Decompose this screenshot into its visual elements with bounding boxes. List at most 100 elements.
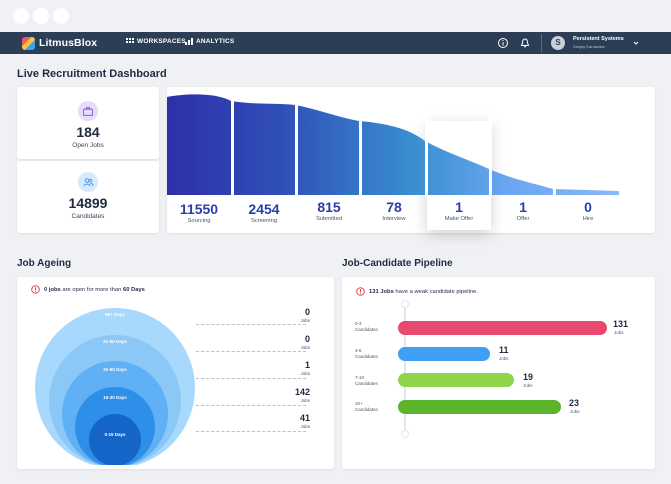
app-header: LitmusBlox WORKSPACES ANALYTICS S Persis… (0, 32, 671, 54)
range-value: 0-3 (355, 321, 362, 326)
pipeline-bar-4-6[interactable] (398, 347, 490, 361)
org-name[interactable]: Persistent Systems (573, 36, 624, 42)
funnel-submitted-value: 815 (317, 199, 341, 215)
range-label: Candidates (355, 381, 378, 386)
brand-logo[interactable]: LitmusBlox (22, 36, 97, 50)
pipeline-range-4-6: 4-6 Candidates (355, 348, 378, 360)
window-dot-minimize[interactable] (33, 8, 49, 24)
avatar[interactable]: S (551, 36, 565, 50)
pipeline-unit: Jobs (570, 409, 580, 414)
job-ageing-alert: 0 jobs are open for more than 60 Days (31, 285, 145, 294)
ageing-unit: Jobs (300, 371, 310, 376)
pipeline-bar-7-10[interactable] (398, 373, 514, 387)
funnel-offer-label: Offer (516, 216, 530, 222)
candidates-icon-badge (78, 172, 98, 192)
ageing-unit: Jobs (300, 424, 310, 429)
ring-label-16-30: 16-30 Days (103, 395, 127, 400)
header-divider (541, 34, 542, 52)
pipeline-unit: Jobs (499, 356, 509, 361)
chevron-down-icon[interactable] (633, 40, 639, 46)
funnel-sourcing-value: 11550 (179, 201, 219, 217)
ageing-unit: Jobs (300, 398, 310, 403)
range-label: Candidates (355, 327, 378, 332)
axis-top-knob (401, 300, 409, 308)
range-value: 7-10 (355, 375, 365, 380)
nav-workspaces[interactable]: WORKSPACES (126, 38, 186, 45)
bell-icon[interactable] (519, 37, 531, 49)
funnel-offer-value: 1 (519, 199, 527, 215)
pipeline-alert: 131 Jobs have a weak candidate pipeline. (356, 287, 478, 296)
funnel-submitted-label: Submitted (315, 216, 343, 222)
warning-icon (31, 285, 40, 294)
funnel-screening-label: Screening (250, 218, 278, 224)
ageing-unit: Jobs (300, 318, 310, 323)
funnel-make-offer-value: 1 (455, 199, 463, 215)
pipeline-alert-count: 131 Jobs (369, 288, 394, 295)
range-label: Candidates (355, 407, 378, 412)
ring-label-31-60: 31-60 Days (103, 367, 127, 372)
alert-days: 60 Days (122, 286, 145, 293)
pipeline-bar-10plus[interactable] (398, 400, 561, 414)
leader-line (196, 351, 306, 352)
funnel-divider (489, 87, 492, 197)
pipeline-alert-text: have a weak candidate pipeline. (393, 288, 478, 295)
funnel-screening-value: 2454 (248, 201, 280, 217)
brand-name: LitmusBlox (39, 37, 98, 49)
briefcase-icon (83, 106, 93, 116)
funnel-chart (167, 87, 619, 197)
pipeline-range-0-3: 0-3 Candidates (355, 321, 378, 333)
job-ageing-title: Job Ageing (17, 258, 72, 269)
pipeline-range-7-10: 7-10 Candidates (355, 375, 378, 387)
funnel-interview-label: Interview (382, 216, 406, 222)
ring-label-90plus: 90+ Days (105, 312, 125, 317)
funnel-divider (231, 87, 234, 197)
warning-icon (356, 287, 365, 296)
funnel-hire-label: Hire (582, 216, 594, 222)
funnel-make-offer-label: Make Offer (444, 216, 474, 222)
page-title: Live Recruitment Dashboard (17, 68, 167, 80)
alert-job-count: 0 jobs (44, 286, 61, 293)
pipeline-value-10plus: 23 (569, 398, 580, 408)
ageing-unit: Jobs (300, 345, 310, 350)
ageing-value-61-90: 0 (304, 334, 310, 344)
pipeline-value-4-6: 11 (499, 345, 509, 355)
pipeline-unit: Jobs (614, 330, 624, 335)
window-titlebar (0, 0, 671, 32)
users-icon (83, 177, 93, 186)
ageing-value-16-30: 142 (294, 387, 310, 397)
open-jobs-value: 184 (76, 124, 100, 140)
funnel-area (167, 94, 619, 195)
chart-icon (185, 38, 193, 45)
info-icon[interactable] (497, 37, 509, 49)
window-dot-close[interactable] (13, 8, 29, 24)
funnel-sourcing-label: Sourcing (187, 218, 211, 224)
user-name: Sanjay Karnavdar (573, 44, 605, 49)
pipeline-axis (404, 303, 406, 435)
funnel-divider (359, 87, 362, 197)
candidates-card[interactable]: 14899 Candidates (17, 161, 159, 233)
candidates-value: 14899 (68, 195, 108, 211)
range-label: Candidates (355, 354, 378, 359)
leader-line (196, 405, 306, 406)
pipeline-range-10plus: 10+ Candidates (355, 401, 378, 413)
ageing-value-0-15: 41 (299, 413, 310, 423)
pipeline-value-7-10: 19 (523, 372, 534, 382)
ring-0-15[interactable] (89, 414, 141, 465)
leader-line (196, 378, 306, 379)
pipeline-bar-0-3[interactable] (398, 321, 607, 335)
leader-line (196, 431, 306, 432)
range-value: 10+ (355, 401, 363, 406)
funnel-divider (295, 87, 298, 197)
nav-workspaces-label: WORKSPACES (137, 38, 186, 45)
funnel-hire-value: 0 (584, 199, 592, 215)
pipeline-value-0-3: 131 (613, 319, 629, 329)
funnel-interview-value: 78 (386, 199, 402, 215)
axis-bottom-knob (401, 430, 409, 438)
window-dot-maximize[interactable] (53, 8, 69, 24)
funnel-divider (425, 87, 428, 197)
range-value: 4-6 (355, 348, 362, 353)
nav-analytics[interactable]: ANALYTICS (185, 38, 234, 45)
open-jobs-card[interactable]: 184 Open Jobs (17, 87, 159, 159)
pipeline-title: Job-Candidate Pipeline (342, 258, 453, 269)
ring-label-0-15: 0-15 Days (104, 432, 126, 437)
